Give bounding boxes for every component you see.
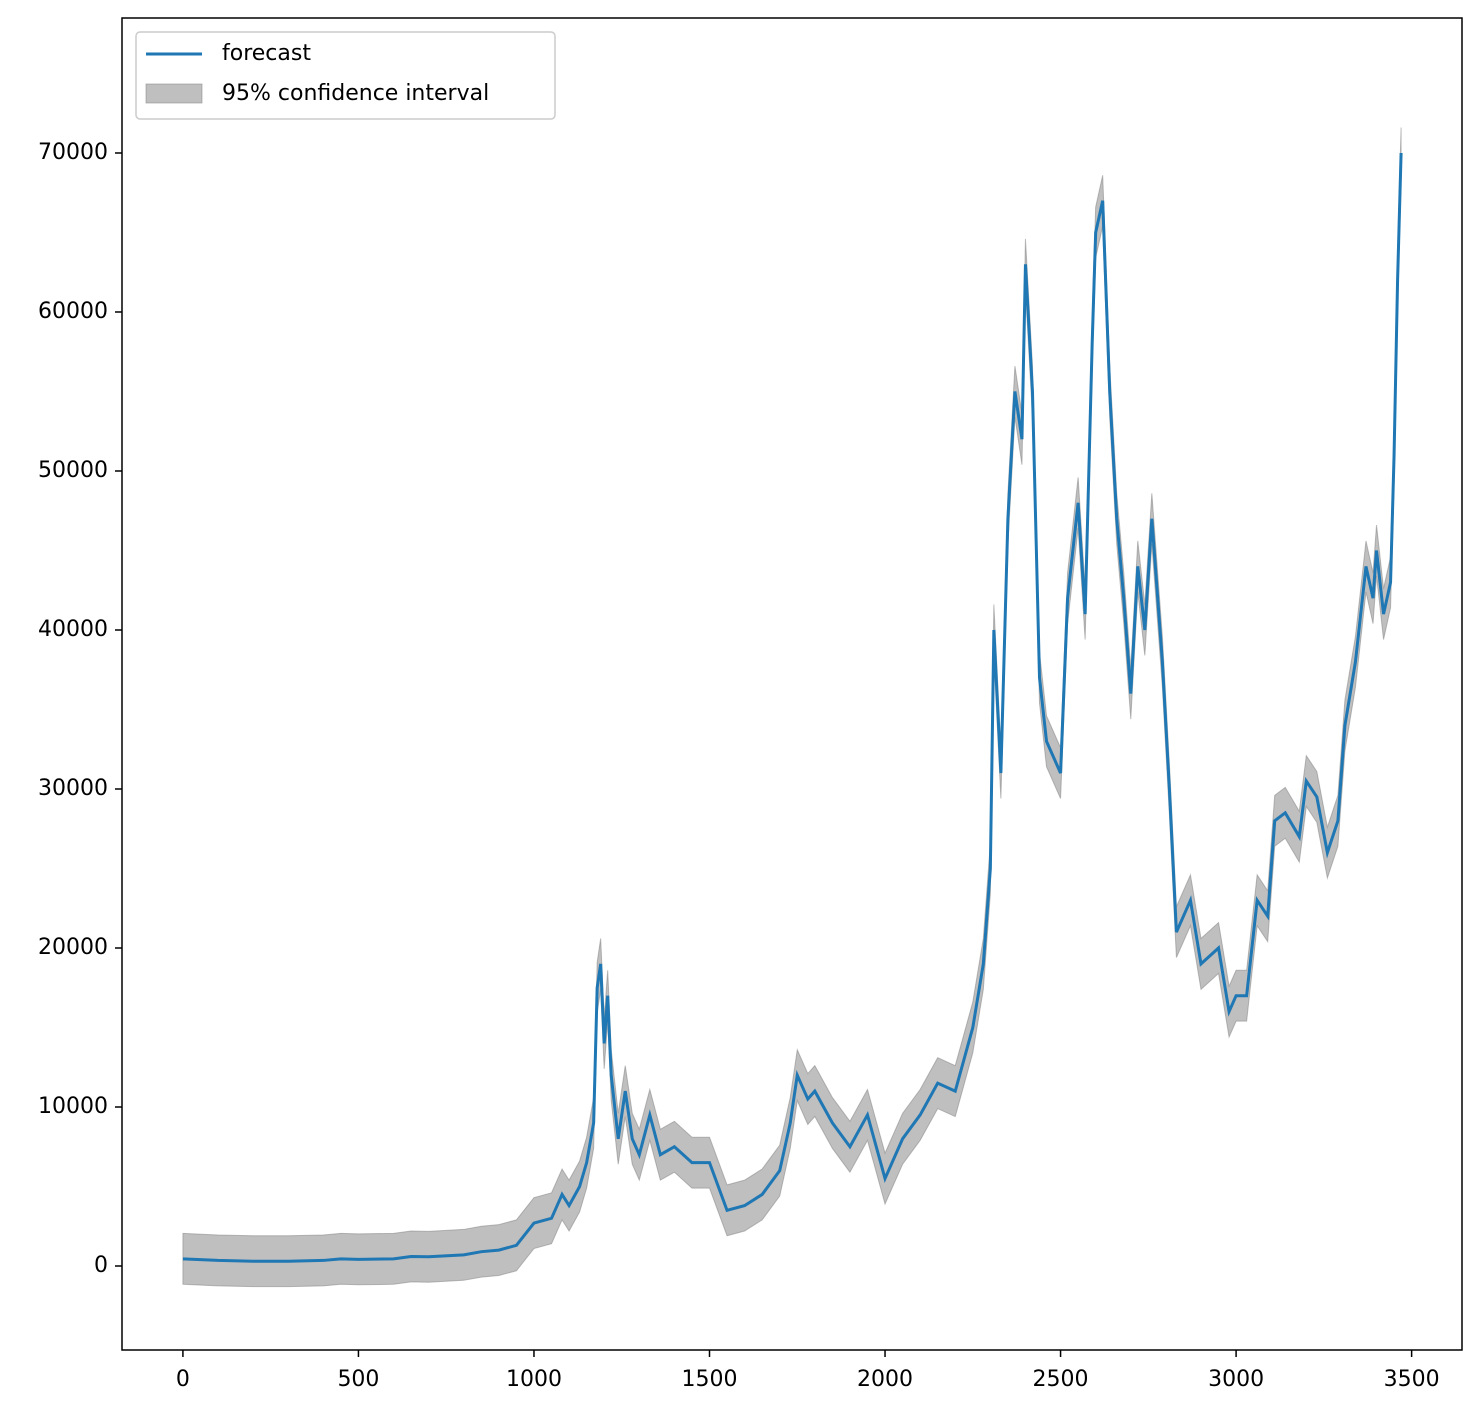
- x-tick-label: 500: [337, 1367, 379, 1392]
- x-tick-label: 1500: [682, 1367, 738, 1392]
- y-tick-label: 50000: [38, 458, 108, 483]
- forecast-line: [182, 152, 1403, 1263]
- y-tick-label: 10000: [38, 1094, 108, 1119]
- y-tick-label: 60000: [38, 299, 108, 324]
- legend-patch: [145, 83, 203, 104]
- legend-label: forecast: [222, 41, 311, 66]
- y-tick-label: 70000: [38, 140, 108, 165]
- x-tick-label: 1000: [506, 1367, 562, 1392]
- y-tick-label: 40000: [38, 617, 108, 642]
- legend: forecast 95% confidence interval: [135, 31, 556, 120]
- x-tick-label: 0: [176, 1367, 190, 1392]
- y-tick-label: 30000: [38, 776, 108, 801]
- x-tick-label: 3500: [1384, 1367, 1440, 1392]
- x-tick-label: 2500: [1033, 1367, 1089, 1392]
- y-tick-label: 20000: [38, 935, 108, 960]
- y-tick-label: 0: [94, 1253, 108, 1278]
- x-tick-label: 3000: [1208, 1367, 1264, 1392]
- x-tick-label: 2000: [857, 1367, 913, 1392]
- legend-box: [135, 31, 556, 120]
- plot-frame: [121, 17, 1463, 1351]
- legend-label: 95% confidence interval: [222, 81, 489, 106]
